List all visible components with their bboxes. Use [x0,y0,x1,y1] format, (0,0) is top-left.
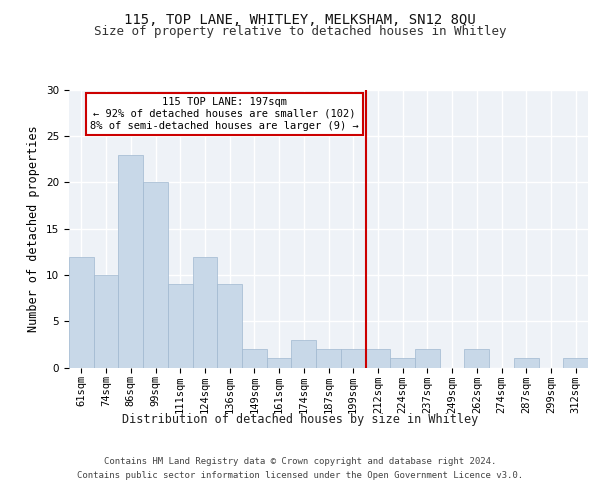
Bar [341,349,365,368]
Text: Contains HM Land Registry data © Crown copyright and database right 2024.: Contains HM Land Registry data © Crown c… [104,458,496,466]
Bar [415,349,440,368]
Bar [69,256,94,368]
Text: Distribution of detached houses by size in Whitley: Distribution of detached houses by size … [122,412,478,426]
Text: 115 TOP LANE: 197sqm
← 92% of detached houses are smaller (102)
8% of semi-detac: 115 TOP LANE: 197sqm ← 92% of detached h… [91,98,359,130]
Bar [168,284,193,368]
Bar [242,349,267,368]
Bar [514,358,539,368]
Bar [143,182,168,368]
Text: Size of property relative to detached houses in Whitley: Size of property relative to detached ho… [94,25,506,38]
Bar [292,340,316,367]
Bar [563,358,588,368]
Bar [464,349,489,368]
Bar [193,256,217,368]
Bar [118,155,143,368]
Y-axis label: Number of detached properties: Number of detached properties [28,126,40,332]
Bar [365,349,390,368]
Text: Contains public sector information licensed under the Open Government Licence v3: Contains public sector information licen… [77,471,523,480]
Bar [217,284,242,368]
Bar [390,358,415,368]
Text: 115, TOP LANE, WHITLEY, MELKSHAM, SN12 8QU: 115, TOP LANE, WHITLEY, MELKSHAM, SN12 8… [124,12,476,26]
Bar [316,349,341,368]
Bar [94,275,118,368]
Bar [267,358,292,368]
